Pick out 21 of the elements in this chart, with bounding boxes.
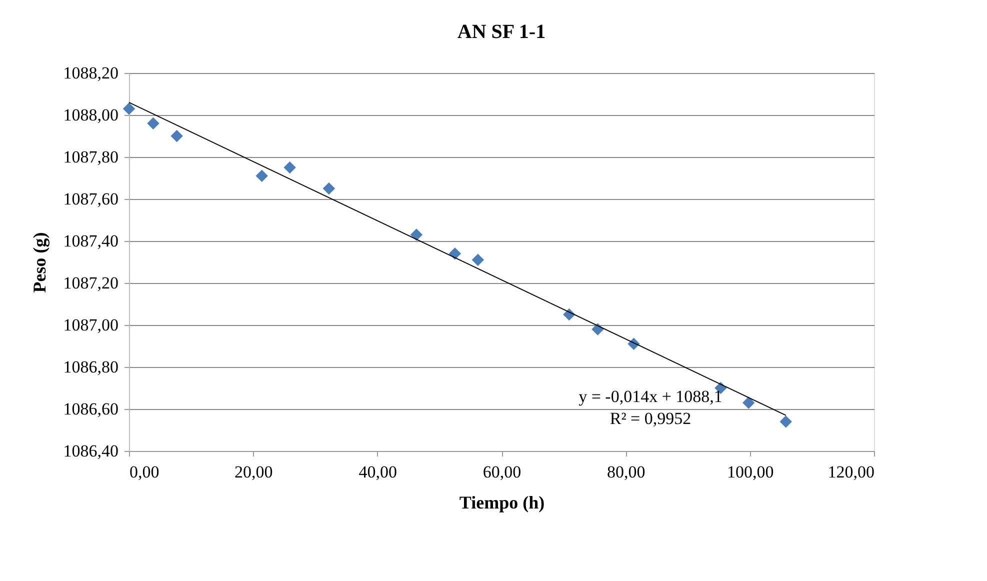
x-tick-label: 40,00 (358, 462, 397, 482)
y-tick-label: 1087,00 (63, 316, 118, 334)
x-tick-label: 60,00 (482, 462, 522, 482)
x-axis-title: Tiempo (h) (459, 492, 545, 512)
y-tick-label: 1087,40 (63, 232, 118, 250)
y-axis-title: Peso (g) (29, 232, 50, 293)
x-tick-label: 20,00 (234, 462, 273, 482)
x-tick-label: 100,00 (726, 462, 774, 482)
y-tick-label: 1086,40 (63, 442, 118, 460)
x-tick-label: 80,00 (607, 462, 646, 482)
y-tick-label: 1088,20 (63, 64, 118, 82)
x-tick-label: 0,00 (130, 462, 160, 482)
chart-title: AN SF 1-1 (457, 21, 546, 43)
annotation: y = -0,014x + 1088,1 R² = 0,9952 (578, 387, 722, 428)
y-tick-label: 1086,60 (63, 400, 118, 418)
y-tick-label: 1087,20 (63, 274, 118, 292)
x-tick-label: 120,00 (828, 462, 874, 482)
y-tick-label: 1087,60 (63, 190, 118, 208)
y-tick-label: 1086,80 (63, 358, 118, 376)
y-tick-label: 1087,80 (63, 148, 118, 166)
y-tick-label: 1088,00 (63, 106, 118, 124)
